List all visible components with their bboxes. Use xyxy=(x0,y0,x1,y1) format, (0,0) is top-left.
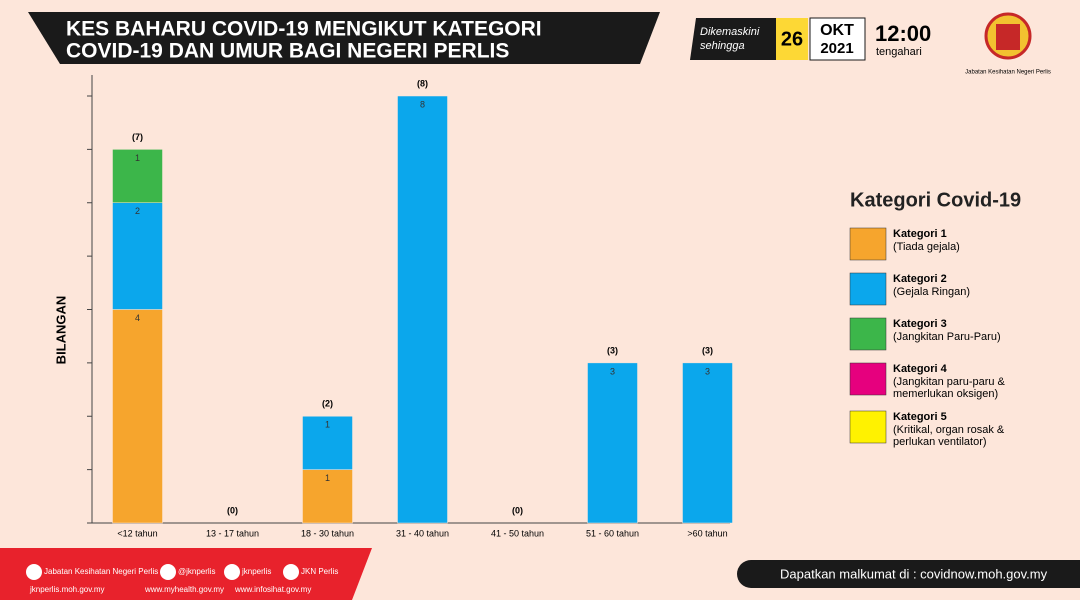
bar-segment xyxy=(112,149,163,203)
x-tick-label: >60 tahun xyxy=(687,528,727,538)
x-tick-label: 31 - 40 tahun xyxy=(396,528,449,538)
segment-label: 3 xyxy=(705,366,710,376)
legend-swatch xyxy=(849,317,887,351)
total-label: (2) xyxy=(322,399,333,409)
month-box xyxy=(809,17,866,61)
legend-entry: Kategori 3 xyxy=(893,318,947,330)
icon xyxy=(283,564,299,580)
info: Dapatkan malkumat di : covidnow.moh.gov.… xyxy=(780,566,1048,581)
segment-label: 8 xyxy=(420,99,425,109)
legend-entry: Kategori 4 xyxy=(893,363,948,375)
bar-segment xyxy=(587,362,638,524)
link: www.infosihat.gov.my xyxy=(234,585,311,594)
segment-label: 1 xyxy=(325,473,330,483)
link: jknperlis.moh.gov.my xyxy=(29,585,105,594)
legend-description: perlukan ventilator) xyxy=(893,436,987,448)
updated: sehingga xyxy=(700,40,745,52)
legend-description: memerlukan oksigen) xyxy=(893,388,998,400)
x-tick-label: <12 tahun xyxy=(117,528,157,538)
logo xyxy=(984,12,1032,60)
x-tick-label: 51 - 60 tahun xyxy=(586,528,639,538)
legend-description: (Jangkitan Paru-Paru) xyxy=(893,331,1001,343)
legend-swatch xyxy=(849,227,887,261)
bar-segment xyxy=(397,95,448,524)
bar-segment xyxy=(302,416,353,470)
legend-entry: Kategori 5 xyxy=(893,411,947,423)
social: JKN Perlis xyxy=(301,567,338,576)
link: www.myhealth.gov.my xyxy=(144,585,224,594)
updated: Dikemaskini xyxy=(700,26,760,38)
date-box xyxy=(690,18,776,60)
legend-title: Kategori Covid-19 xyxy=(850,189,1021,211)
total-label: (3) xyxy=(607,345,618,355)
day-box xyxy=(776,18,808,60)
icon xyxy=(26,564,42,580)
total-label: (0) xyxy=(227,505,238,515)
icon xyxy=(160,564,176,580)
agency: Jabatan Kesihatan Negeri Perlis xyxy=(965,70,1051,76)
x-tick-label: 41 - 50 tahun xyxy=(491,528,544,538)
bar-segment xyxy=(112,202,163,310)
social: Jabatan Kesihatan Negeri Perlis xyxy=(44,567,158,576)
legend-description: (Tiada gejala) xyxy=(893,241,960,253)
total-label: (7) xyxy=(132,132,143,142)
segment-label: 1 xyxy=(135,153,140,163)
segment-label: 2 xyxy=(135,206,140,216)
legend-swatch xyxy=(849,272,887,306)
segment-label: 4 xyxy=(135,313,140,323)
bar-segment xyxy=(302,469,353,524)
x-tick-label: 18 - 30 tahun xyxy=(301,528,354,538)
segment-label: 3 xyxy=(610,366,615,376)
total-label: (8) xyxy=(417,78,428,88)
title: KES BAHARU COVID-19 MENGIKUT KATEGORI xyxy=(66,18,542,41)
footer-banner xyxy=(0,548,372,600)
legend-entry: Kategori 2 xyxy=(893,273,947,285)
legend-description: (Gejala Ringan) xyxy=(893,286,970,298)
x-tick-label: 13 - 17 tahun xyxy=(206,528,259,538)
title-banner xyxy=(28,12,660,64)
total-label: (3) xyxy=(702,345,713,355)
icon xyxy=(224,564,240,580)
bar-segment xyxy=(112,309,163,524)
year: 2021 xyxy=(820,40,853,57)
legend-swatch xyxy=(849,362,887,396)
month: OKT xyxy=(820,22,854,39)
social: jknperlis xyxy=(241,567,271,576)
social: @jknperlis xyxy=(178,567,215,576)
y-axis-label: BILANGAN xyxy=(53,296,68,365)
time-note: tengahari xyxy=(876,46,922,58)
bar-segment xyxy=(682,362,733,524)
info-bar xyxy=(737,560,1080,588)
segment-label: 1 xyxy=(325,420,330,430)
legend-description: (Jangkitan paru-paru & xyxy=(893,376,1006,388)
legend-swatch xyxy=(849,410,887,444)
title: COVID-19 DAN UMUR BAGI NEGERI PERLIS xyxy=(66,40,509,63)
legend-description: (Kritikal, organ rosak & xyxy=(893,424,1005,436)
day: 26 xyxy=(781,28,803,50)
time: 12:00 xyxy=(875,21,931,46)
total-label: (0) xyxy=(512,505,523,515)
legend-entry: Kategori 1 xyxy=(893,228,947,240)
